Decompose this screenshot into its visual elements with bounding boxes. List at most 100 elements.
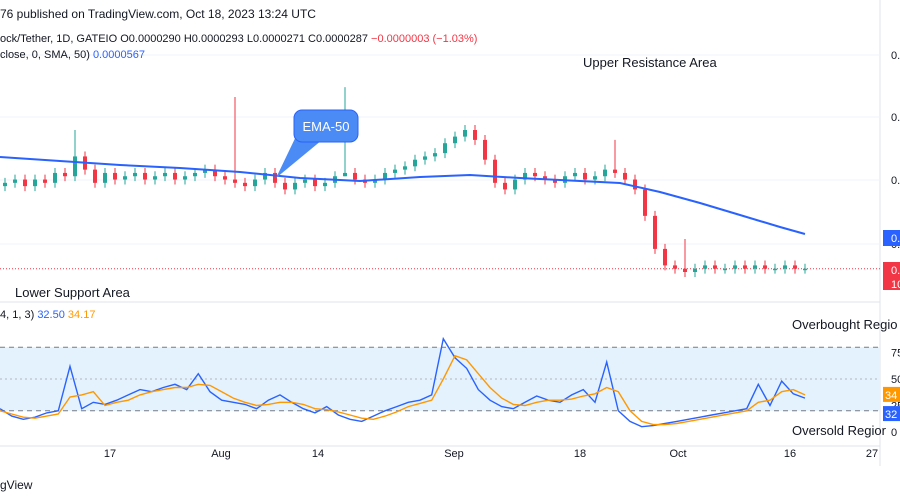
candle-body [553, 179, 557, 183]
candle-body [513, 179, 517, 190]
candle-body [283, 182, 287, 190]
candle-body [213, 169, 217, 177]
stoch-legend: 4, 1, 3) 32.50 34.17 [0, 309, 95, 321]
candle-body [73, 156, 77, 177]
candle-body [323, 182, 327, 187]
candle-body [413, 159, 417, 167]
candle-body [263, 172, 267, 180]
price-pane: EMA-50 [0, 87, 880, 277]
oversold-label: Oversold Regior [792, 423, 886, 438]
candle-body [353, 172, 357, 180]
candle-body [783, 265, 787, 269]
candle-body [103, 172, 107, 183]
candle-body [703, 265, 707, 269]
candle-body [603, 169, 607, 177]
time-tick-label: 27 [866, 448, 878, 460]
ema-value: 0.0000567 [92, 49, 145, 61]
last-price-badge [883, 262, 900, 290]
candle-body [403, 166, 407, 170]
candle-body [243, 182, 247, 187]
candle-body [443, 143, 447, 154]
candle-body [573, 172, 577, 177]
stoch-k-value: 32.50 [37, 309, 65, 321]
candle-body [163, 172, 167, 177]
candle-body [523, 172, 527, 180]
stoch-k-badge [883, 406, 900, 422]
callout-text: EMA-50 [303, 119, 350, 134]
ema50-line [0, 156, 806, 235]
callout-bubble [293, 109, 359, 143]
time-tick-label: 14 [312, 448, 324, 460]
candle-body [763, 265, 767, 269]
ema-badge-text: 0. [891, 233, 900, 245]
candle-body [223, 176, 227, 180]
candle-body [653, 215, 657, 249]
candle-body [683, 268, 687, 272]
candle-body [663, 248, 667, 266]
candle-body [543, 176, 547, 180]
candle-body [393, 169, 397, 173]
candle-body [533, 172, 537, 177]
candle-body [593, 176, 597, 180]
grid [0, 0, 881, 466]
publish-line: 76 published on TradingView.com, Oct 18,… [0, 7, 316, 21]
time-tick-label: Oct [669, 448, 686, 460]
candle-body [123, 176, 127, 180]
ohlc-line: ock/Tether, 1D, GATEIO O0.0000290 H0.000… [0, 33, 477, 45]
stochastic-pane [0, 336, 880, 428]
candle-body [373, 179, 377, 183]
candle-body [253, 179, 257, 187]
candle-body [133, 172, 137, 177]
candle-body [463, 130, 467, 137]
stoch-k-line [0, 336, 806, 428]
candle-body [143, 172, 147, 180]
axes: 0.0.0.0.0.0.107550250343217Aug14Sep18Oct… [104, 50, 900, 460]
stoch-d-badge [883, 386, 900, 402]
ohlc-values: O0.0000290 H0.0000293 L0.0000271 C0.0000… [120, 33, 368, 45]
watermark: gView [0, 478, 33, 492]
stoch-tick-label: 0 [891, 427, 897, 439]
candle-body [473, 130, 477, 140]
countdown-badge-text: 10 [891, 279, 900, 291]
change-value: −0.0000003 (−1.03%) [371, 33, 478, 45]
overbought-label: Overbought Regio [792, 317, 898, 332]
candle-body [673, 265, 677, 269]
stoch-d-line [0, 354, 806, 426]
candle-body [693, 268, 697, 272]
candle-body [433, 153, 437, 157]
ema-badge [883, 230, 900, 246]
candle-body [113, 172, 117, 180]
symbol-label: ock/Tether, 1D, GATEIO [0, 33, 118, 45]
last-price-badge-text: 0. [891, 265, 900, 277]
candle-body [583, 172, 587, 180]
time-tick-label: 16 [784, 448, 796, 460]
candle-body [723, 268, 727, 271]
candle-body [503, 182, 507, 190]
time-tick-label: 17 [104, 448, 116, 460]
candle-body [313, 179, 317, 187]
candle-body [633, 179, 637, 190]
lower-support-label: Lower Support Area [15, 285, 130, 300]
candle-body [713, 265, 717, 269]
ema-legend: close, 0, SMA, 50) 0.0000567 [0, 49, 145, 61]
upper-resistance-label: Upper Resistance Area [583, 55, 717, 70]
candle-body [483, 139, 487, 160]
candle-body [423, 156, 427, 160]
stoch-label: 4, 1, 3) [0, 309, 35, 321]
candle-body [63, 172, 67, 177]
candle-body [23, 179, 27, 187]
stoch-tick-label: 75 [891, 348, 900, 360]
candle-body [13, 179, 17, 183]
candle-body [733, 265, 737, 269]
candle-body [43, 179, 47, 183]
candle-body [623, 172, 627, 180]
candle-body [153, 176, 157, 180]
stoch-d-badge-text: 34 [885, 390, 897, 402]
candle-body [643, 189, 647, 216]
candle-body [303, 179, 307, 183]
candle-body [743, 265, 747, 269]
ema-label: close, 0, SMA, 50) [0, 49, 90, 61]
price-tick-label: 0. [891, 50, 900, 62]
time-tick-label: 18 [574, 448, 586, 460]
